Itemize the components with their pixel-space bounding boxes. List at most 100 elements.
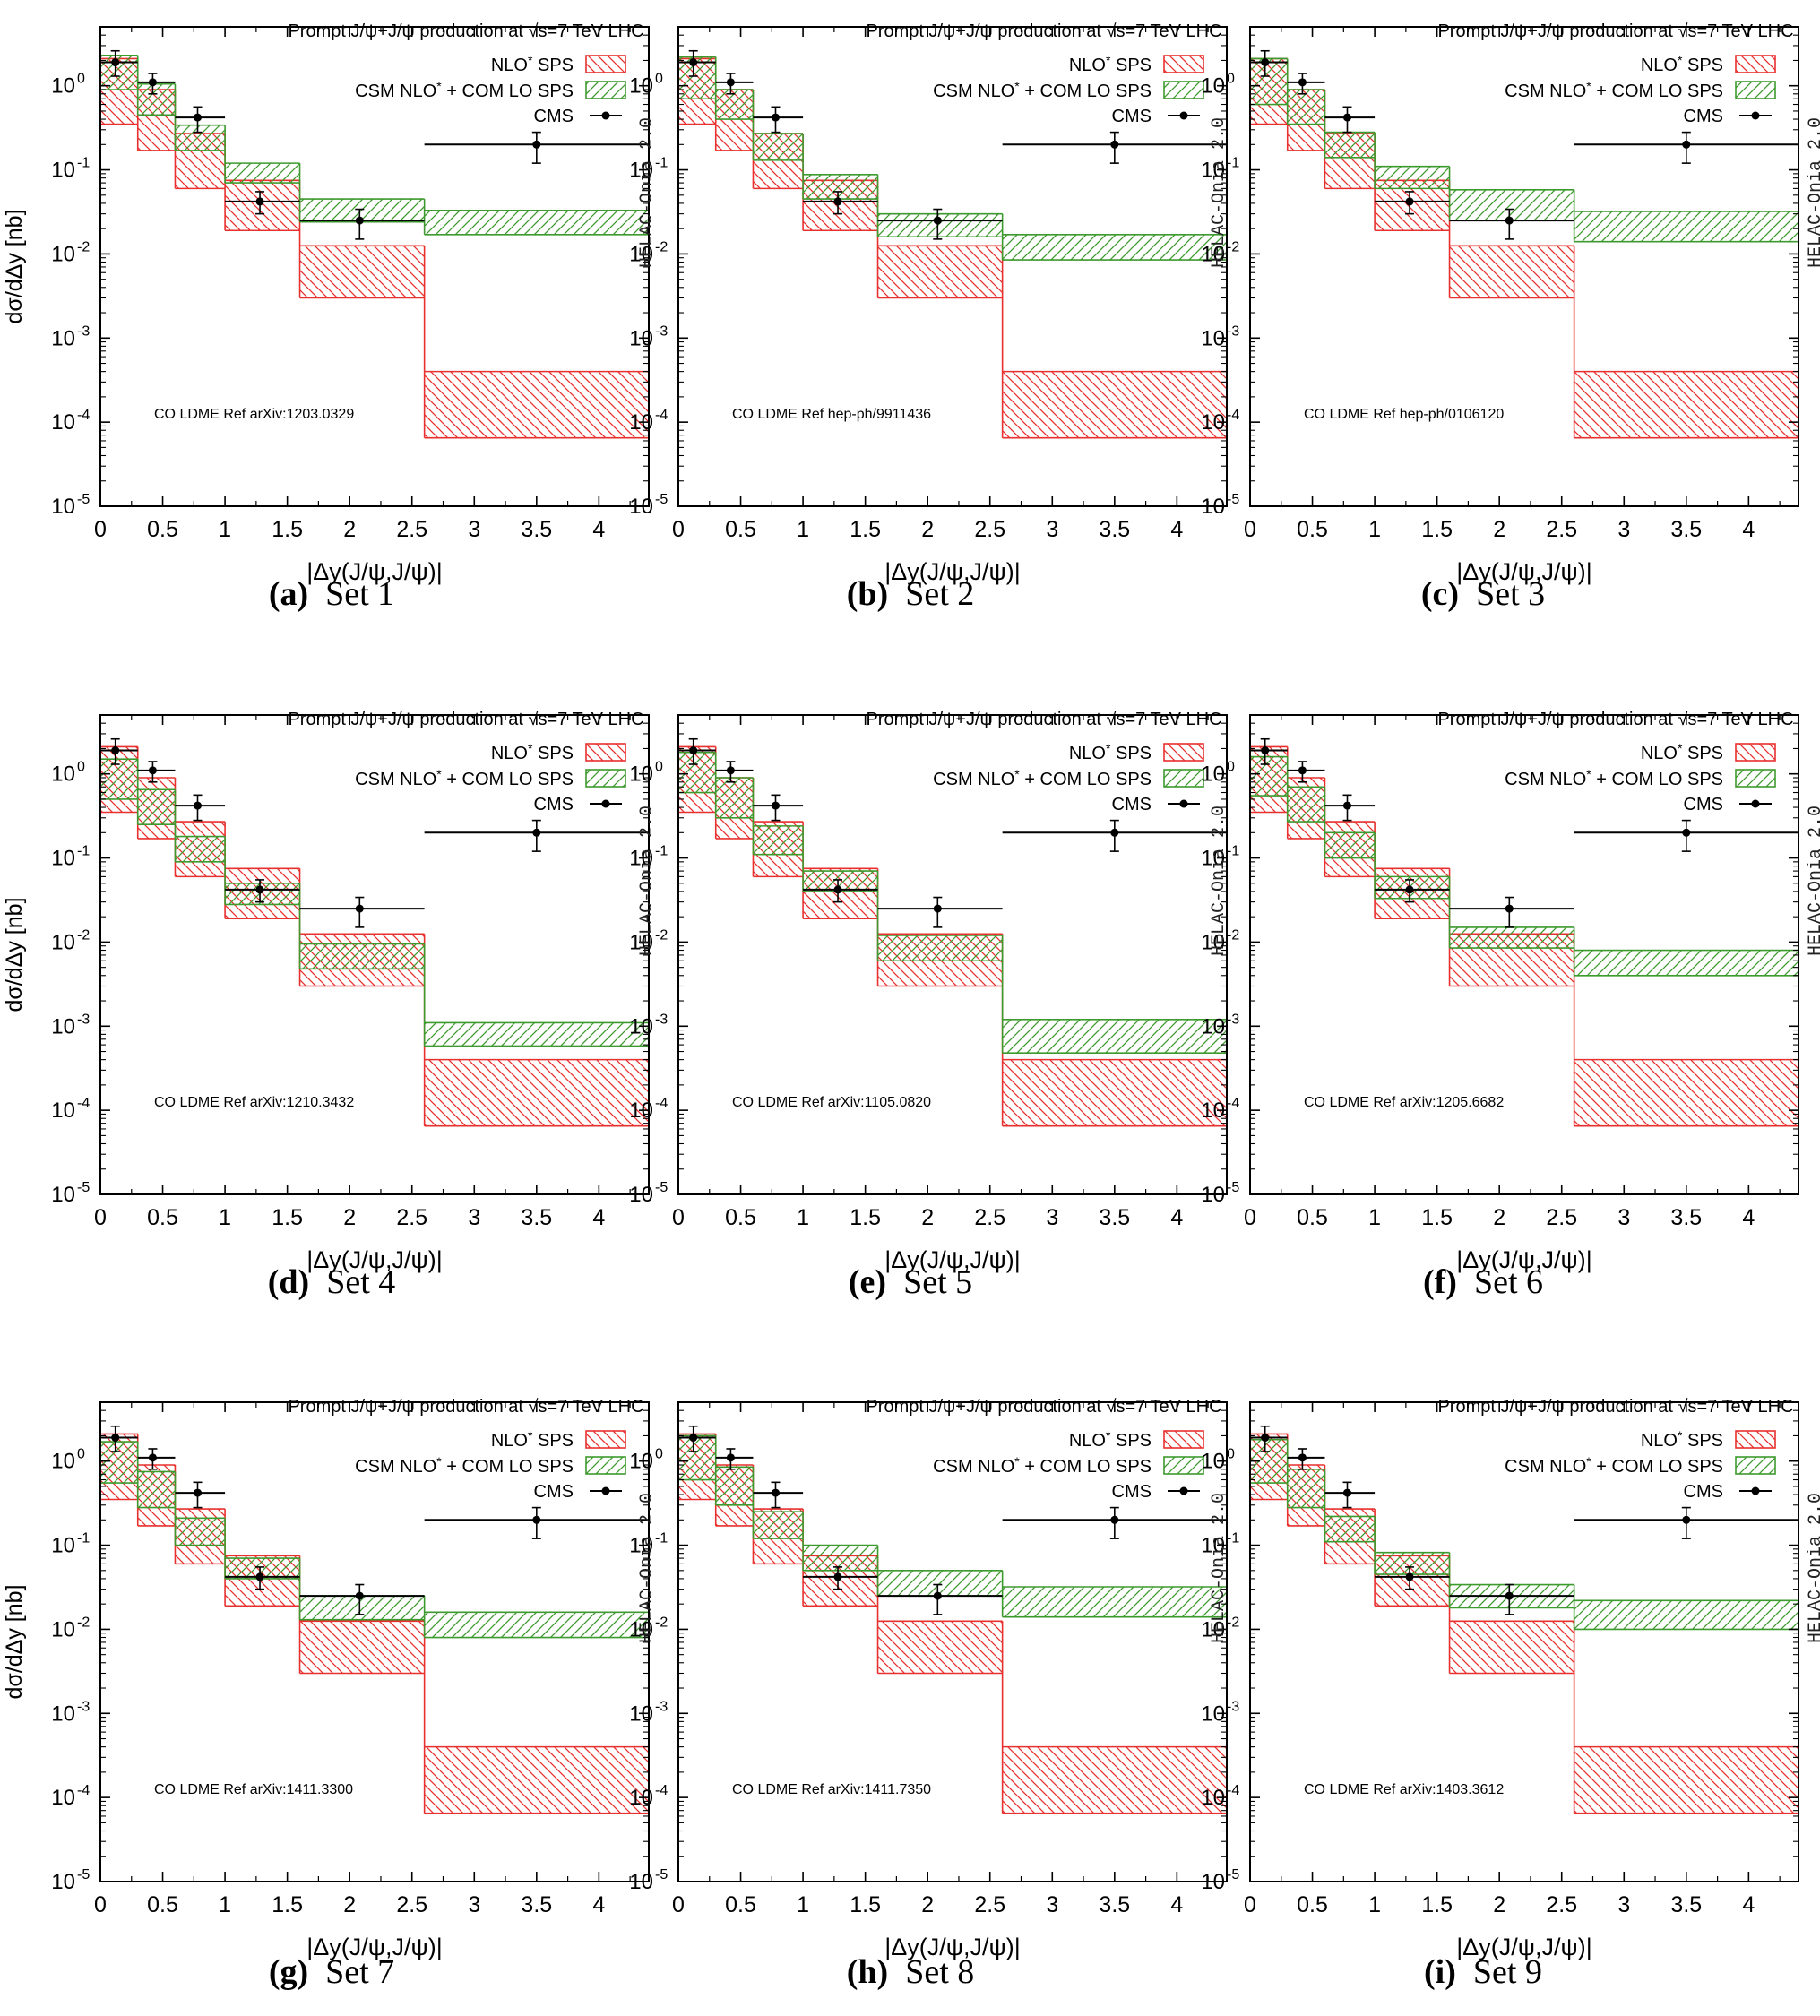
legend: NLO* SPS CSM NLO* + COM LO SPS CMS [355,1428,626,1502]
legend-nlo-sps-swatch [1735,743,1776,762]
y-tick-label: 10 [1201,1534,1225,1558]
y-tick-label: 10 [1201,159,1225,183]
chart-title: Prompt J/ψ+J/ψ production at √s=7 TeV LH… [1437,710,1793,729]
x-tick-label: 2.5 [396,1892,427,1917]
x-tick-label: 0 [1244,1205,1256,1230]
chart-title: Prompt J/ψ+J/ψ production at √s=7 TeV LH… [1437,1397,1793,1417]
legend-csm-com-label: CSM NLO* + COM LO SPS [355,79,574,101]
y-tick-label: 10 [1201,410,1225,435]
cms-point [1261,1434,1270,1443]
csm-com-band [803,174,878,200]
y-tick-label: 10 [51,1183,75,1207]
x-tick-label: 2 [343,517,356,542]
legend-cms-marker [601,111,610,120]
x-tick-label: 3 [1046,1205,1058,1230]
x-tick-label: 0.5 [1297,517,1328,542]
y-tick-exponent: -2 [655,1615,668,1630]
nlo-sps-band [1002,371,1227,438]
legend-nlo-sps-swatch [1163,1430,1204,1449]
legend-csm-com-swatch [1735,1456,1776,1475]
y-tick-exponent: 0 [77,1447,85,1462]
legend-csm-com-label: CSM NLO* + COM LO SPS [1505,79,1723,101]
nlo-sps-band [424,371,649,438]
x-tick-label: 3.5 [521,1205,552,1230]
ldme-reference: CO LDME Ref arXiv:1205.6682 [1304,1095,1504,1110]
legend-nlo-sps-swatch [585,743,626,762]
cms-point [771,1488,780,1497]
y-tick-label: 10 [51,1534,75,1558]
y-tick-exponent: -3 [77,1012,90,1027]
x-tick-label: 1.5 [850,1892,881,1917]
nlo-sps-band [424,1746,649,1814]
cms-point [1298,766,1307,775]
y-tick-label: 10 [1201,1702,1225,1726]
ldme-reference: CO LDME Ref hep-ph/0106120 [1304,407,1504,422]
legend-nlo-sps-label: NLO* SPS [491,53,574,75]
csm-com-band [877,935,1003,961]
x-tick-label: 3.5 [521,517,552,542]
cms-point [1110,828,1119,837]
legend-nlo-sps-label: NLO* SPS [491,741,574,763]
x-tick-label: 0.5 [147,517,178,542]
csm-com-band [1449,189,1574,221]
nlo-sps-band [1449,246,1574,298]
legend: NLO* SPS CSM NLO* + COM LO SPS CMS [355,741,626,814]
y-tick-label: 10 [629,326,653,350]
legend-nlo-sps-label: NLO* SPS [1641,1428,1723,1451]
csm-com-band [424,1022,649,1047]
csm-com-band [877,213,1003,237]
x-tick-label: 2.5 [1546,1892,1577,1917]
subfigure-caption: (d) Set 4 [267,1263,396,1301]
y-tick-exponent: -4 [1227,408,1239,423]
x-tick-label: 0 [94,517,107,542]
x-tick-label: 3.5 [1099,1892,1130,1917]
x-tick-label: 0 [672,1892,685,1917]
x-tick-label: 0.5 [725,1205,756,1230]
x-tick-label: 1.5 [1421,517,1453,542]
y-tick-label: 10 [1201,326,1225,350]
helac-watermark: HELAC-Onia 2.0 [1209,806,1229,956]
y-tick-label: 10 [1201,1450,1225,1474]
csm-com-band [137,789,176,825]
legend-nlo-sps-label: NLO* SPS [1641,741,1723,763]
legend-cms-marker [1179,799,1188,808]
subfigure-caption: (e) Set 5 [848,1263,973,1301]
cms-point [1261,58,1270,67]
x-tick-label: 2.5 [974,517,1005,542]
nlo-sps-band [877,1621,1003,1674]
y-tick-exponent: -3 [655,323,668,339]
x-tick-label: 4 [1742,1892,1755,1917]
csm-com-band [753,1512,804,1539]
legend-csm-com-swatch [1735,769,1776,788]
cms-point [1298,1453,1307,1462]
x-axis-label: |Δy(J/ψ,J/ψ)| [1456,558,1592,585]
legend-csm-com-label: CSM NLO* + COM LO SPS [1505,1454,1723,1477]
y-tick-exponent: 0 [1227,72,1235,87]
y-tick-exponent: 0 [655,1447,663,1462]
ldme-reference: CO LDME Ref hep-ph/9911436 [732,407,931,422]
ldme-reference: CO LDME Ref arXiv:1403.3612 [1304,1782,1504,1797]
csm-com-band [715,777,754,818]
y-tick-label: 10 [629,1450,653,1474]
cms-point [833,197,842,206]
cms-point [532,1515,541,1524]
y-tick-label: 10 [51,1014,75,1038]
y-tick-exponent: -1 [1227,156,1239,171]
cms-point [193,1488,202,1497]
cms-point [689,746,698,755]
y-tick-label: 10 [629,1786,653,1810]
cms-point [255,885,264,894]
cms-point [726,766,735,775]
csm-com-band [1324,1516,1376,1542]
y-tick-label: 10 [1201,847,1225,871]
cms-point [933,904,942,913]
x-tick-label: 4 [1170,517,1183,542]
subfigure-caption: (b) Set 2 [846,575,975,613]
x-tick-label: 2.5 [1546,1205,1577,1230]
y-tick-exponent: -4 [77,408,90,423]
legend-nlo-sps-label: NLO* SPS [1069,1428,1152,1451]
x-tick-label: 2 [1493,1205,1505,1230]
legend-cms-marker [1751,799,1760,808]
